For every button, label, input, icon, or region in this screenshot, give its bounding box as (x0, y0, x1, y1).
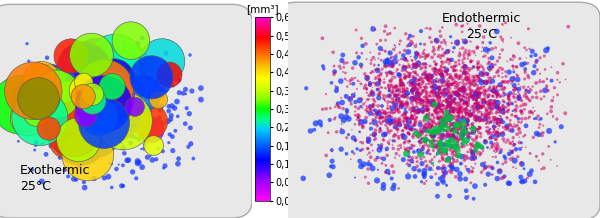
Title: Defect volume
[mm³]: Defect volume [mm³] (224, 0, 301, 14)
Text: Endothermic
25°C: Endothermic 25°C (442, 12, 521, 41)
FancyBboxPatch shape (275, 2, 600, 218)
Text: Exothermic
25°C: Exothermic 25°C (20, 164, 91, 193)
FancyBboxPatch shape (0, 4, 252, 218)
